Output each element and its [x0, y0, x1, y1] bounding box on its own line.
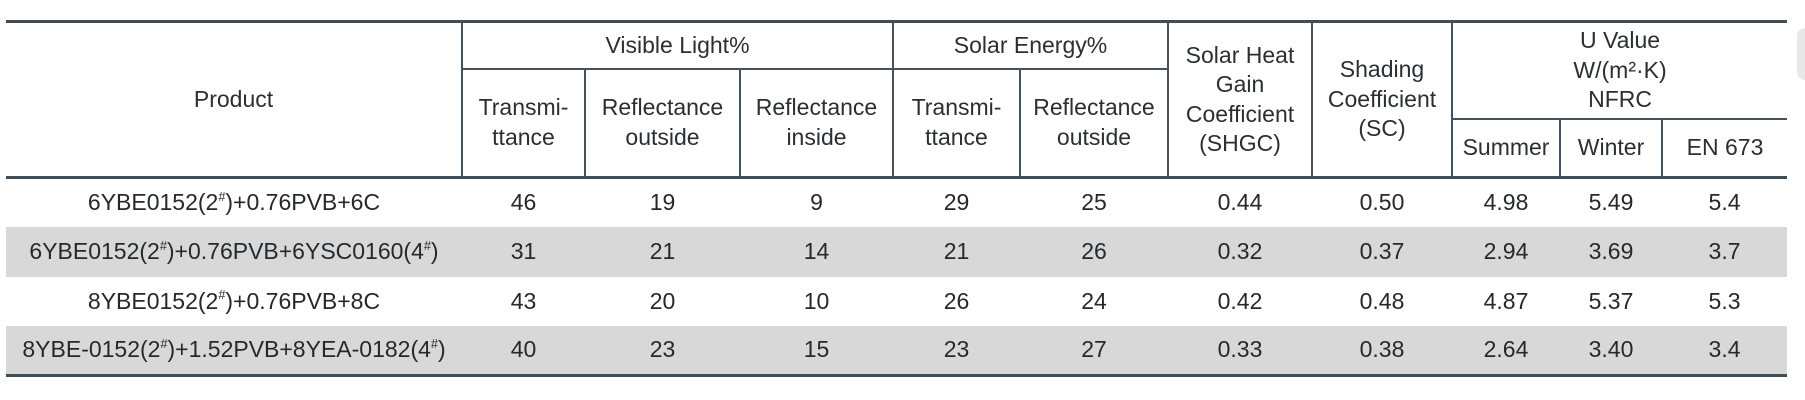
table-row: 6YBE0152(2#)+0.76PVB+6C 46 19 9 29 25 0.…: [6, 178, 1787, 227]
value-cell: 3.40: [1560, 325, 1663, 377]
value-cell: 0.33: [1168, 325, 1313, 377]
table-row: 8YBE-0152(2#)+1.52PVB+8YEA-0182(4#) 40 2…: [6, 325, 1788, 377]
value-cell: 25: [1081, 189, 1107, 216]
value-cell: 23: [893, 325, 1020, 377]
col-header-se-reflectance-outside: Reflectance outside: [1018, 68, 1170, 179]
product-name: 8YBE-0152(2#)+1.52PVB+8YEA-0182(4#): [6, 325, 462, 377]
value-cell: 24: [1081, 287, 1107, 314]
col-group-solar-energy: Solar Energy%: [891, 20, 1170, 70]
col-header-vl-transmittance: Transmi- ttance: [461, 68, 586, 179]
value-cell: 0.48: [1359, 287, 1405, 314]
col-header-shgc: Solar Heat Gain Coefficient (SHGC): [1167, 20, 1314, 179]
value-cell: 3.69: [1560, 226, 1663, 277]
value-cell: 19: [649, 189, 676, 216]
col-header-en673: EN 673: [1661, 118, 1788, 179]
value-cell: 5.37: [1588, 287, 1634, 314]
value-cell: 0.32: [1168, 226, 1313, 277]
value-cell: 5.3: [1708, 287, 1741, 314]
value-cell: 21: [585, 226, 740, 277]
value-cell: 0.44: [1217, 189, 1263, 216]
value-cell: 26: [943, 287, 970, 314]
value-cell: 5.49: [1588, 189, 1634, 216]
value-cell: 3.4: [1662, 325, 1788, 377]
col-group-u-value: U Value W/(m²·K) NFRC: [1451, 20, 1788, 120]
value-cell: 15: [740, 325, 893, 377]
product-name: 8YBE0152(2#)+0.76PVB+8C: [87, 287, 381, 314]
value-cell: 0.38: [1312, 325, 1453, 377]
value-cell: 20: [649, 287, 676, 314]
value-cell: 40: [462, 325, 585, 377]
col-header-summer: Summer: [1451, 118, 1562, 179]
product-name: 6YBE0152(2#)+0.76PVB+6YSC0160(4#): [6, 226, 462, 277]
value-cell: 29: [943, 189, 970, 216]
scrollbar-thumb[interactable]: [1797, 28, 1805, 80]
value-cell: 26: [1020, 226, 1169, 277]
value-cell: 14: [740, 226, 893, 277]
table-row: 8YBE0152(2#)+0.76PVB+8C 43 20 10 26 24 0…: [6, 277, 1787, 326]
col-header-shading-coefficient: Shading Coefficient (SC): [1311, 20, 1454, 179]
value-cell: 0.50: [1359, 189, 1405, 216]
value-cell: 43: [510, 287, 537, 314]
value-cell: 3.7: [1662, 226, 1788, 277]
col-header-vl-reflectance-outside: Reflectance outside: [584, 68, 741, 179]
value-cell: 21: [893, 226, 1020, 277]
value-cell: 10: [803, 287, 830, 314]
value-cell: 2.64: [1452, 325, 1561, 377]
value-cell: 31: [462, 226, 585, 277]
col-group-visible-light: Visible Light%: [461, 20, 894, 70]
value-cell: 5.4: [1708, 189, 1741, 216]
value-cell: 0.37: [1312, 226, 1453, 277]
value-cell: 2.94: [1452, 226, 1561, 277]
col-header-se-transmittance: Transmi- ttance: [892, 68, 1021, 179]
value-cell: 0.42: [1217, 287, 1263, 314]
col-header-product: Product: [6, 20, 463, 179]
glass-performance-table: Product Visible Light% Solar Energy% Sol…: [6, 20, 1788, 377]
table-row: 6YBE0152(2#)+0.76PVB+6YSC0160(4#) 31 21 …: [6, 226, 1788, 277]
product-name: 6YBE0152(2#)+0.76PVB+6C: [87, 189, 381, 216]
col-header-vl-reflectance-inside: Reflectance inside: [739, 68, 894, 179]
value-cell: 27: [1020, 325, 1169, 377]
value-cell: 46: [510, 189, 537, 216]
value-cell: 4.98: [1483, 189, 1529, 216]
value-cell: 4.87: [1483, 287, 1529, 314]
value-cell: 9: [810, 189, 823, 216]
value-cell: 23: [585, 325, 740, 377]
col-header-winter: Winter: [1559, 118, 1664, 179]
